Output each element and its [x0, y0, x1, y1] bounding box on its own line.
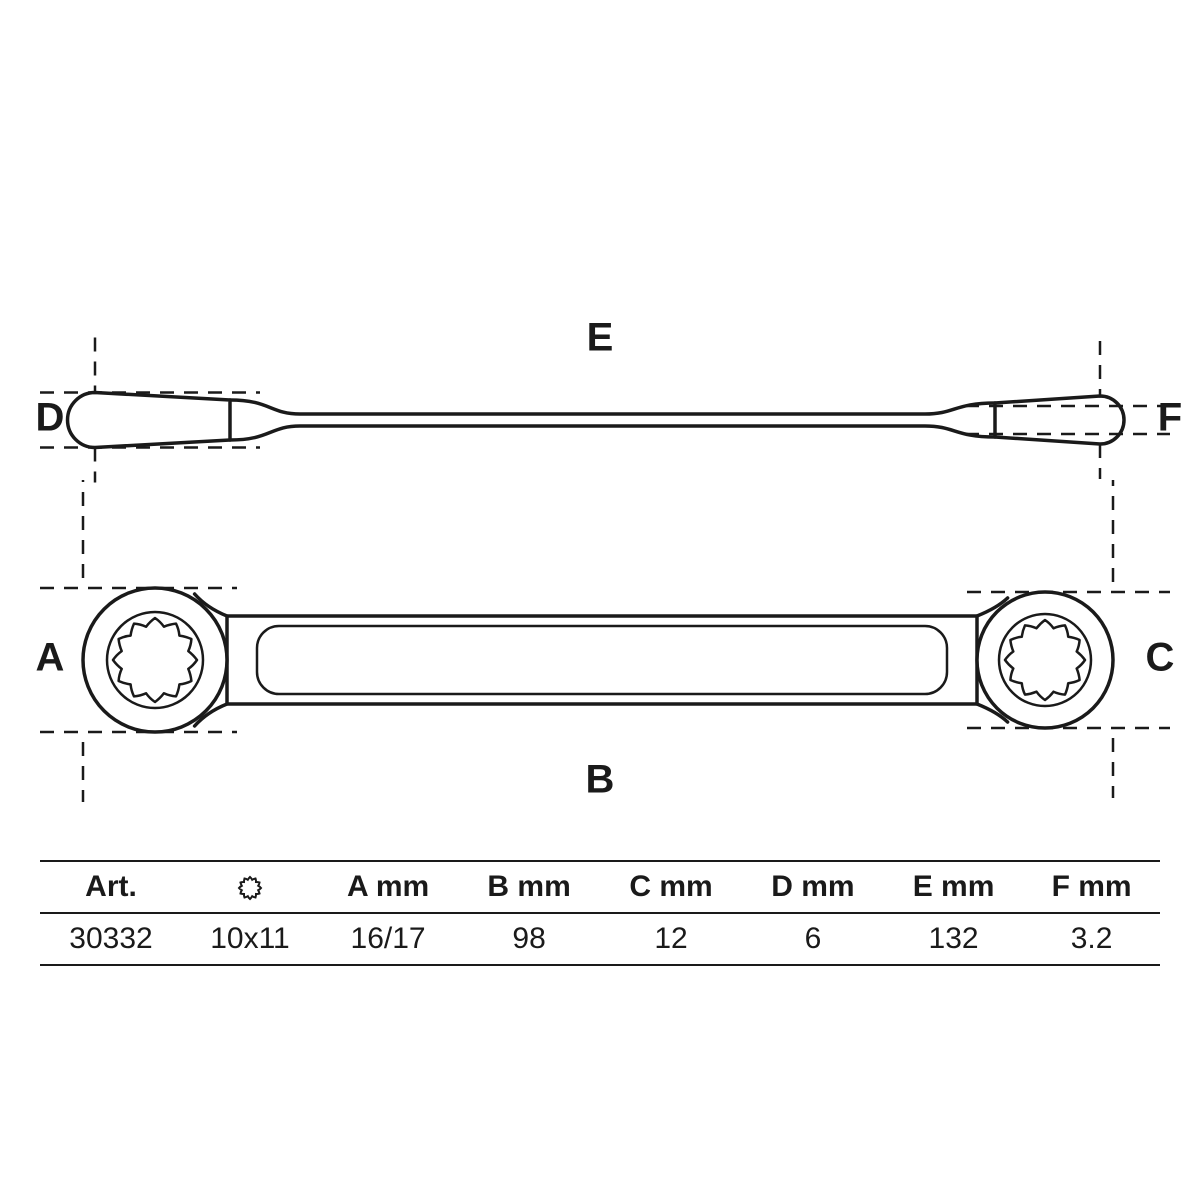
col-f: F mm — [1023, 861, 1160, 913]
svg-text:C: C — [1146, 636, 1175, 680]
svg-text:B: B — [586, 758, 615, 802]
cell-b: 98 — [458, 913, 600, 965]
table-header-row: Art. A mm B mm C mm D mm E mm F mm — [40, 861, 1160, 913]
cell-f: 3.2 — [1023, 913, 1160, 965]
cell-spline: 10x11 — [182, 913, 318, 965]
cell-art: 30332 — [40, 913, 182, 965]
col-e: E mm — [884, 861, 1023, 913]
cell-e: 132 — [884, 913, 1023, 965]
spline-icon — [236, 874, 264, 902]
svg-text:F: F — [1158, 396, 1182, 440]
col-b: B mm — [458, 861, 600, 913]
svg-text:D: D — [36, 396, 65, 440]
table-row: 30332 10x11 16/17 98 12 6 132 3.2 — [40, 913, 1160, 965]
col-d: D mm — [742, 861, 884, 913]
col-a: A mm — [318, 861, 458, 913]
col-spline — [182, 861, 318, 913]
cell-d: 6 — [742, 913, 884, 965]
col-art: Art. — [40, 861, 182, 913]
cell-c: 12 — [600, 913, 742, 965]
col-c: C mm — [600, 861, 742, 913]
cell-a: 16/17 — [318, 913, 458, 965]
svg-text:A: A — [36, 636, 65, 680]
svg-text:E: E — [587, 316, 614, 360]
spec-table: Art. A mm B mm C mm D mm E mm F mm — [40, 860, 1160, 966]
